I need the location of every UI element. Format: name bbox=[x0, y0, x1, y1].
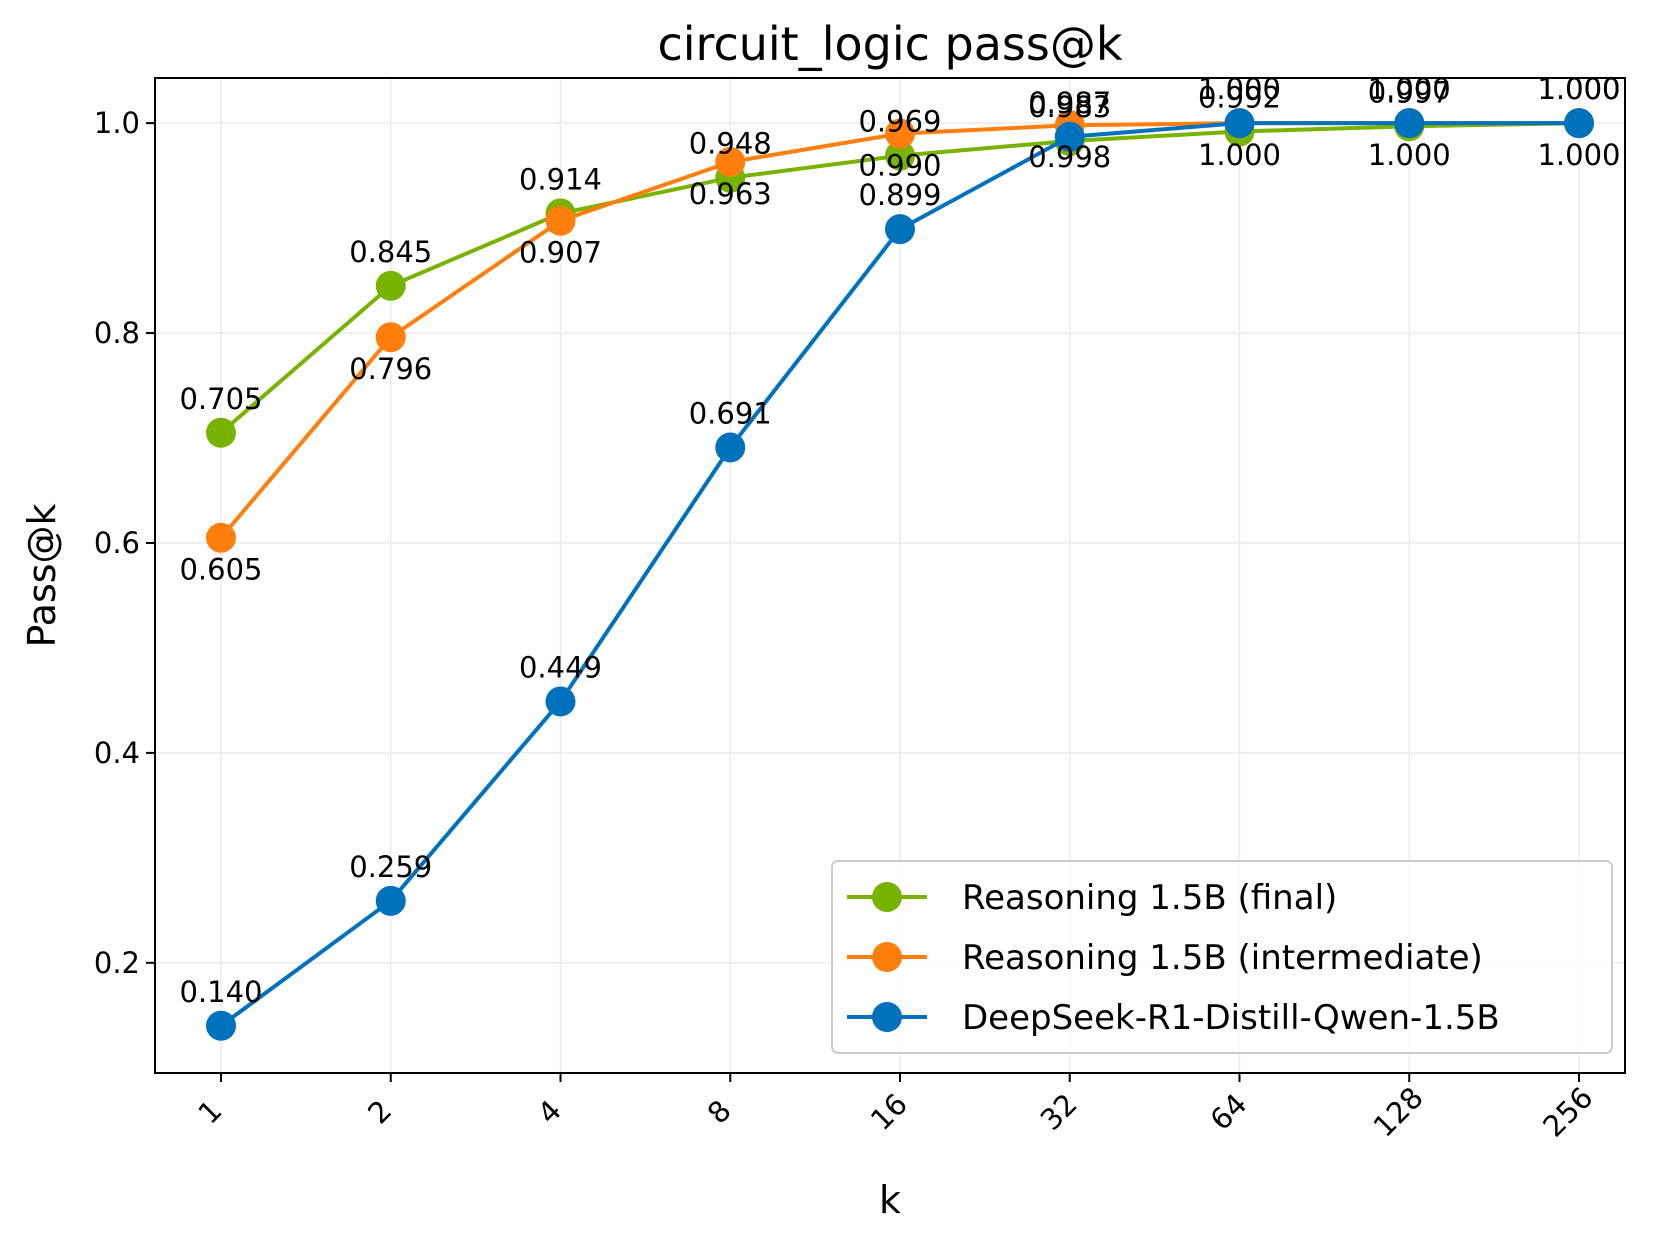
legend-marker bbox=[872, 882, 902, 912]
x-tick-label: 1 bbox=[191, 1093, 228, 1130]
y-tick-label: 0.8 bbox=[94, 316, 140, 350]
data-label: 0.963 bbox=[689, 177, 772, 211]
data-label: 1.000 bbox=[1198, 72, 1281, 106]
data-label: 0.907 bbox=[519, 236, 602, 270]
legend: Reasoning 1.5B (final) Reasoning 1.5B (in… bbox=[831, 860, 1613, 1054]
x-tick-label: 4 bbox=[531, 1093, 568, 1130]
data-point bbox=[1054, 121, 1085, 152]
y-tick-label: 1.0 bbox=[94, 106, 140, 140]
data-label: 1.000 bbox=[1537, 138, 1620, 172]
data-point bbox=[375, 322, 406, 353]
data-label: 1.000 bbox=[1537, 72, 1620, 106]
data-point bbox=[1564, 108, 1594, 139]
legend-label: Reasoning 1.5B (final) bbox=[962, 878, 1337, 918]
data-point bbox=[375, 270, 406, 301]
x-tick-label: 128 bbox=[1367, 1080, 1430, 1143]
legend-box bbox=[831, 860, 1613, 1054]
data-label: 0.914 bbox=[519, 162, 602, 196]
data-point bbox=[206, 522, 236, 553]
data-label: 0.691 bbox=[689, 396, 772, 430]
data-label: 0.990 bbox=[858, 149, 941, 183]
data-point bbox=[375, 885, 406, 916]
data-label: 0.845 bbox=[349, 235, 432, 269]
x-tick-label: 256 bbox=[1536, 1080, 1599, 1143]
data-label: 0.899 bbox=[858, 178, 941, 212]
data-label: 0.983 bbox=[1028, 90, 1111, 124]
data-point bbox=[885, 118, 915, 149]
x-axis-title: k bbox=[879, 1178, 901, 1222]
plot-frame bbox=[154, 77, 1626, 1074]
y-tick-label: 0.4 bbox=[94, 736, 140, 770]
x-tick-label: 8 bbox=[701, 1093, 738, 1130]
data-point bbox=[1224, 108, 1255, 139]
x-tick-label: 2 bbox=[361, 1093, 398, 1130]
data-label: 0.449 bbox=[519, 650, 602, 684]
data-point bbox=[715, 146, 746, 177]
data-label: 0.992 bbox=[1198, 81, 1281, 115]
data-point bbox=[885, 214, 915, 245]
data-label: 0.605 bbox=[179, 553, 262, 587]
data-label: 1.000 bbox=[1368, 138, 1451, 172]
data-point bbox=[545, 205, 576, 236]
legend-label: Reasoning 1.5B (intermediate) bbox=[962, 938, 1483, 978]
legend-label: DeepSeek-R1-Distill-Qwen-1.5B bbox=[962, 998, 1500, 1038]
data-label: 0.140 bbox=[179, 975, 262, 1009]
data-point bbox=[885, 140, 915, 171]
data-label: 0.259 bbox=[349, 850, 432, 884]
x-tick-label: 16 bbox=[864, 1087, 914, 1137]
data-point bbox=[206, 1010, 236, 1041]
legend-marker bbox=[872, 942, 902, 972]
y-tick-label: 0.2 bbox=[94, 946, 140, 980]
data-label: 1.000 bbox=[1198, 138, 1281, 172]
series-lines bbox=[206, 108, 1594, 1041]
data-point bbox=[545, 686, 576, 717]
y-axis-title: Pass@k bbox=[20, 503, 64, 647]
data-label: 0.705 bbox=[179, 382, 262, 416]
chart-title: circuit_logic pass@k bbox=[657, 17, 1122, 71]
legend-marker bbox=[872, 1002, 902, 1032]
data-label: 1.000 bbox=[1368, 72, 1451, 106]
data-labels: 0.705 0.845 0.914 0.948 0.969 0.983 0.992 0.997… bbox=[179, 72, 1620, 1009]
data-point bbox=[206, 417, 236, 448]
y-tick-label: 0.6 bbox=[94, 526, 140, 560]
data-label: 0.987 bbox=[1028, 86, 1111, 120]
x-tick-label: 64 bbox=[1203, 1087, 1253, 1137]
data-label: 0.948 bbox=[689, 127, 772, 161]
data-label: 0.997 bbox=[1368, 75, 1451, 109]
x-tick-label: 32 bbox=[1034, 1087, 1084, 1137]
data-label: 0.969 bbox=[858, 105, 941, 139]
data-point bbox=[715, 432, 746, 463]
data-label: 0.796 bbox=[349, 352, 432, 386]
data-point bbox=[1394, 108, 1425, 139]
data-label: 1.000 bbox=[1537, 72, 1620, 106]
data-label: 0.998 bbox=[1028, 140, 1111, 174]
